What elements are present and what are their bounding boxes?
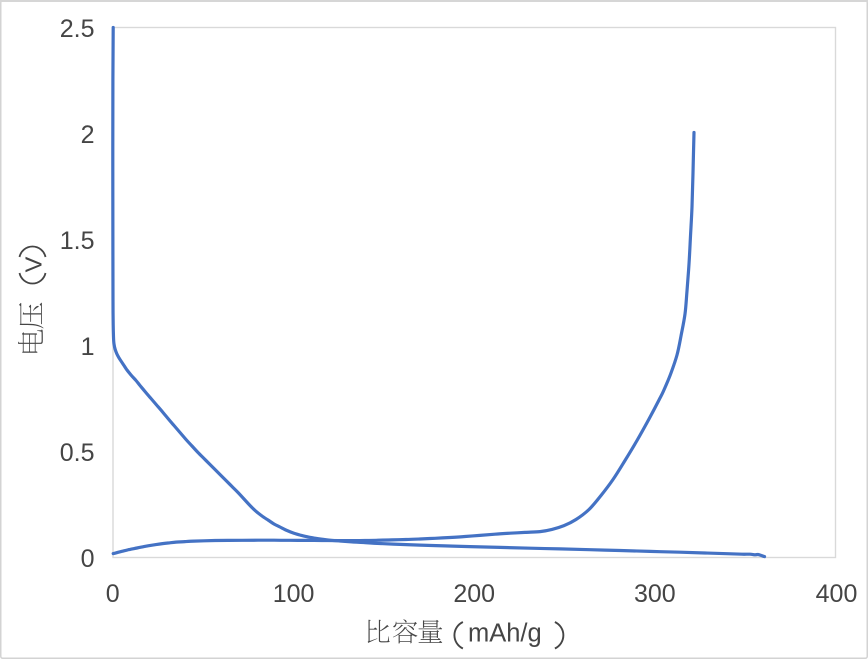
svg-text:0: 0 <box>106 580 120 608</box>
svg-text:200: 200 <box>453 580 495 608</box>
svg-text:1.5: 1.5 <box>60 227 95 255</box>
svg-text:300: 300 <box>634 580 676 608</box>
svg-text:V: V <box>21 256 47 272</box>
svg-text:100: 100 <box>273 580 315 608</box>
svg-text:2.5: 2.5 <box>60 15 95 43</box>
svg-text:2: 2 <box>81 121 95 149</box>
svg-text:0: 0 <box>81 545 95 573</box>
svg-text:400: 400 <box>816 580 858 608</box>
svg-text:0.5: 0.5 <box>60 439 95 467</box>
svg-text:1: 1 <box>81 333 95 361</box>
svg-text:mAh/g: mAh/g <box>468 620 542 648</box>
